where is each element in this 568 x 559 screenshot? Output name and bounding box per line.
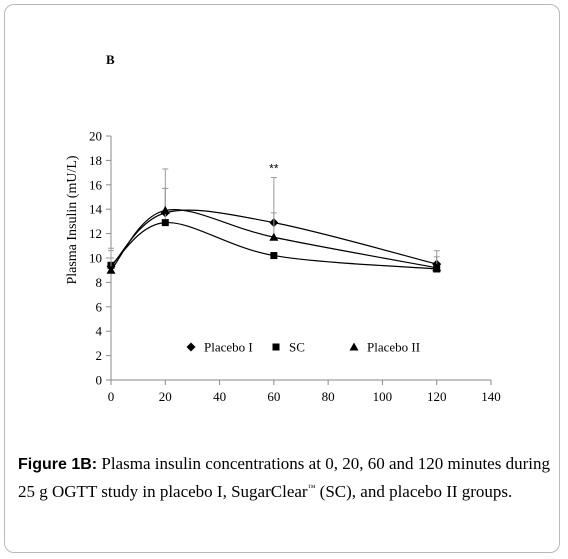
y-tick-label: 2 [96,348,103,363]
significance-marker: ** [269,162,279,176]
figure-frame [4,4,560,553]
data-point-placebo-ii [106,265,116,274]
y-tick-label: 16 [89,177,103,192]
series-line-placebo-i [110,209,437,267]
y-tick-label: 18 [89,153,102,168]
series-line-placebo-ii [110,208,437,271]
x-tick-label: 60 [267,389,280,404]
legend-marker-sc [272,343,280,351]
data-point-placebo-ii [160,205,170,214]
trademark-symbol: ™ [307,483,316,492]
legend-label-placebo-i: Placebo I [204,340,253,355]
legend-marker-placebo-i [186,342,196,352]
y-tick-label: 20 [89,129,102,144]
x-tick-label: 100 [373,389,393,404]
y-tick-label: 0 [96,373,103,388]
y-tick-label: 4 [96,324,103,339]
data-point-placebo-ii [432,263,442,272]
legend: Placebo I SC Placebo II [186,340,420,355]
y-axis-label: Plasma Insulin (mU/L) [65,155,80,284]
x-tick-label: 40 [213,389,226,404]
insulin-line-chart: B Plasma Insulin (mU/L) 0 2 4 6 8 10 12 14 16 18 2… [65,52,501,405]
legend-marker-placebo-ii [349,342,359,351]
x-tick-label: 20 [159,389,172,404]
annotations: ** [269,162,279,176]
data-point-sc [161,219,169,227]
data-point-sc [270,252,278,260]
x-tick-label: 140 [481,389,501,404]
tick-labels: 0 2 4 6 8 10 12 14 16 18 20 0 20 40 60 80 100 120 140 [89,129,501,405]
legend-label-placebo-ii: Placebo II [367,340,420,355]
series-layer [106,168,442,274]
x-tick-label: 80 [322,389,335,404]
panel-label: B [106,52,115,67]
series-line-sc [110,222,437,270]
y-tick-label: 12 [89,226,102,241]
axes [106,135,492,385]
y-tick-label: 10 [89,251,102,266]
y-tick-label: 14 [89,202,103,217]
legend-label-sc: SC [289,340,305,355]
series-placebo-ii [106,187,442,274]
data-point-placebo-ii [269,232,279,241]
figure-caption: Figure 1B: Plasma insulin concentrations… [18,452,550,503]
x-tick-label: 120 [427,389,447,404]
caption-label: Figure 1B: [18,456,98,473]
x-tick-label: 0 [108,389,115,404]
caption-text-1: Plasma insulin concentrations at 0, 20, … [18,454,550,501]
y-tick-label: 6 [96,299,103,314]
y-tick-label: 8 [96,275,103,290]
caption-text-2: (SC), and placebo II groups. [315,482,513,501]
